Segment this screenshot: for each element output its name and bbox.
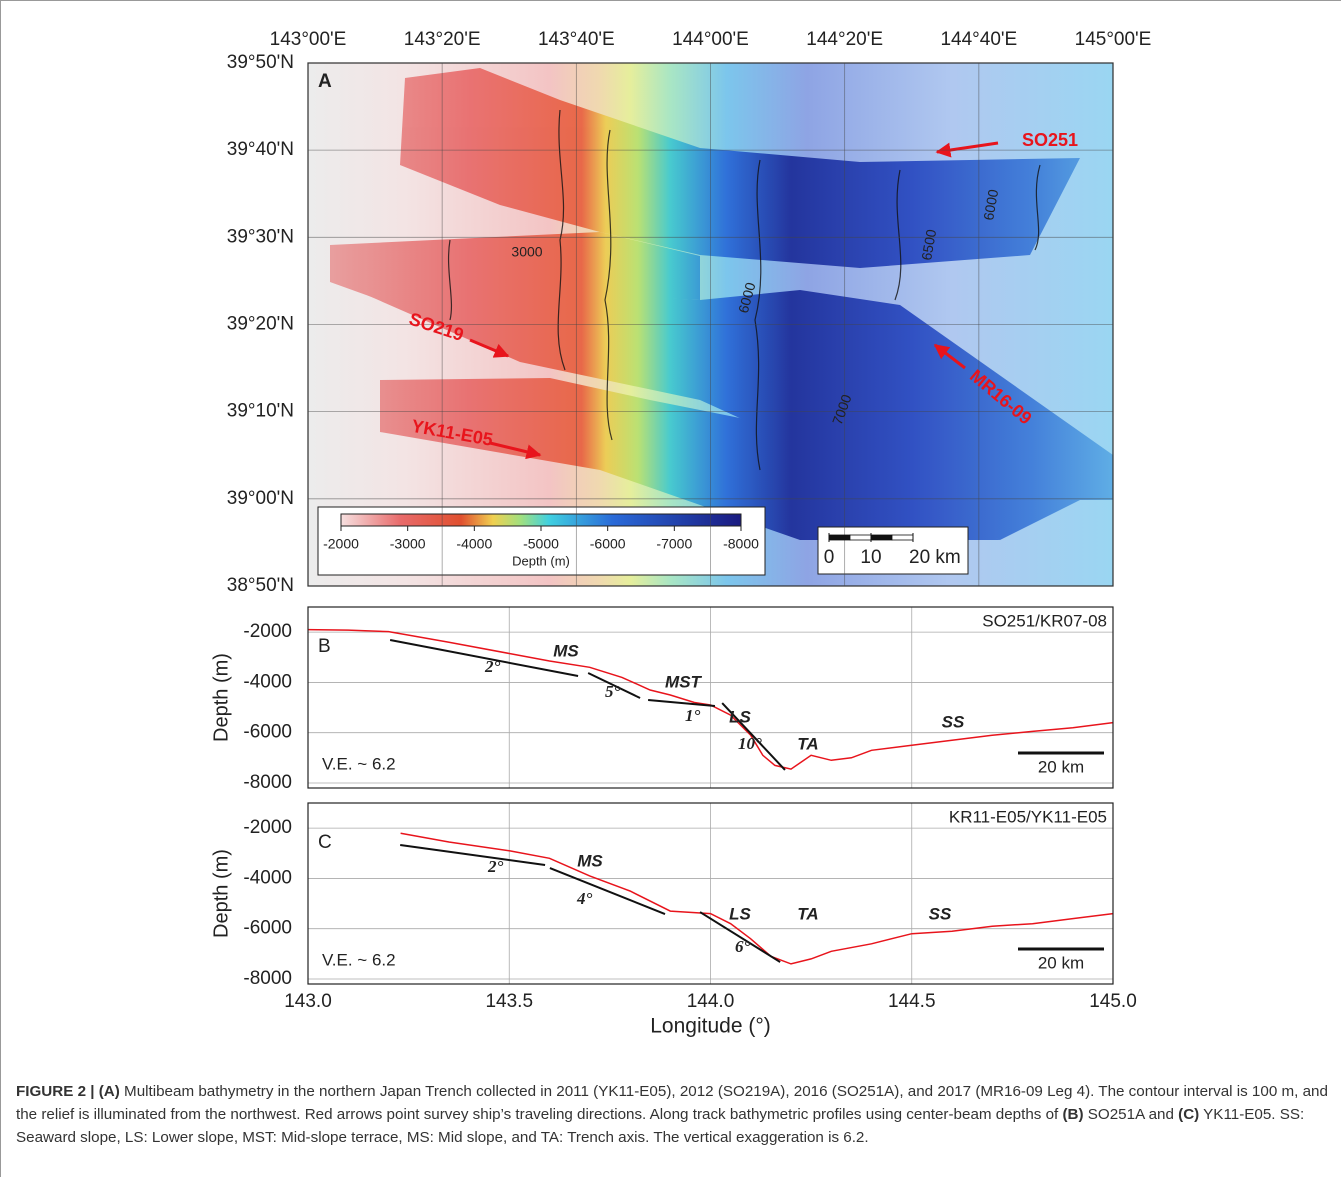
panel-label: B — [318, 636, 331, 657]
slope-label: 10° — [738, 734, 762, 753]
feature-label: LS — [729, 904, 751, 923]
x-tick-label: 143.0 — [284, 991, 332, 1012]
y-tick-label: 39°50'N — [227, 52, 294, 73]
page: 143°00'E 143°20'E 143°40'E 144°00'E 144°20'E… — [0, 0, 1342, 1178]
panel-label: C — [318, 832, 332, 853]
y-tick-label: 39°30'N — [227, 226, 294, 247]
x-tick-label: 144°40'E — [940, 29, 1017, 50]
ship-label: SO251 — [1022, 130, 1078, 150]
colorbar-label: Depth (m) — [512, 553, 570, 568]
contour-label: 3000 — [511, 244, 542, 260]
y-tick-label: 39°20'N — [227, 314, 294, 335]
feature-label: MS — [577, 851, 603, 870]
track-label: SO251/KR07-08 — [982, 611, 1107, 630]
feature-label: MST — [665, 672, 703, 691]
x-tick-label: 144°20'E — [806, 29, 883, 50]
x-tick-label: 144.5 — [888, 991, 936, 1012]
scale-bar-segment — [850, 535, 871, 540]
scale-bar-label: 10 — [860, 547, 881, 568]
colorbar-tick-label: -5000 — [523, 536, 559, 552]
x-tick-label: 144°00'E — [672, 29, 749, 50]
colorbar-tick-label: -4000 — [456, 536, 492, 552]
y-tick-label: -8000 — [243, 772, 292, 793]
y-tick-label: -8000 — [243, 968, 292, 989]
y-axis-label: Depth (m) — [210, 653, 232, 742]
x-tick-label: 145°00'E — [1075, 29, 1152, 50]
scale-bar-label: 20 km — [909, 547, 961, 568]
feature-label: SS — [942, 712, 965, 731]
colorbar-tick-label: -8000 — [723, 536, 759, 552]
profile-scale-label: 20 km — [1038, 757, 1084, 776]
caption-text: (C) — [1178, 1106, 1199, 1123]
colorbar-tick-label: -2000 — [323, 536, 359, 552]
caption-text: (B) — [1062, 1106, 1083, 1123]
scale-bar-label: 0 — [824, 547, 835, 568]
feature-label: MS — [553, 641, 579, 660]
y-tick-label: -6000 — [243, 722, 292, 743]
x-tick-label: 143°40'E — [538, 29, 615, 50]
y-tick-label: 39°00'N — [227, 488, 294, 509]
slope-label: 1° — [685, 706, 701, 725]
y-tick-label: 39°10'N — [227, 401, 294, 422]
x-tick-label: 143°20'E — [404, 29, 481, 50]
slope-label: 4° — [576, 889, 593, 908]
caption-text: SO251A and — [1084, 1106, 1179, 1123]
slope-label: 6° — [735, 937, 751, 956]
profile-scale-label: 20 km — [1038, 953, 1084, 972]
caption-text: FIGURE 2 | (A) — [16, 1083, 120, 1100]
track-label: KR11-E05/YK11-E05 — [949, 807, 1107, 826]
y-tick-label: -6000 — [243, 918, 292, 939]
x-tick-label: 145.0 — [1089, 991, 1137, 1012]
colorbar-tick-label: -7000 — [656, 536, 692, 552]
slope-label: 5° — [605, 682, 621, 701]
scale-bar-segment — [871, 535, 892, 540]
caption: FIGURE 2 | (A) Multibeam bathymetry in t… — [16, 1080, 1328, 1149]
figure: 143°00'E 143°20'E 143°40'E 144°00'E 144°20'E… — [0, 0, 1342, 1070]
feature-label: LS — [729, 707, 751, 726]
x-tick-label: 144.0 — [687, 991, 735, 1012]
feature-label: TA — [797, 734, 818, 753]
x-tick-label: 143.5 — [485, 991, 533, 1012]
feature-label: SS — [929, 904, 952, 923]
y-axis-label: Depth (m) — [210, 849, 232, 938]
scale-bar-segment — [892, 535, 913, 540]
colorbar-tick-label: -3000 — [390, 536, 426, 552]
slope-label: 2° — [487, 857, 504, 876]
y-tick-label: -2000 — [243, 817, 292, 838]
colorbar — [341, 514, 741, 526]
y-tick-label: 39°40'N — [227, 139, 294, 160]
y-tick-label: -2000 — [243, 621, 292, 642]
y-tick-label: 38°50'N — [227, 575, 294, 596]
panel-label: A — [318, 71, 332, 92]
y-tick-label: -4000 — [243, 671, 292, 692]
feature-label: TA — [797, 904, 818, 923]
y-tick-label: -4000 — [243, 867, 292, 888]
slope-label: 2° — [484, 657, 501, 676]
ve-label: V.E. ~ 6.2 — [322, 950, 396, 969]
ve-label: V.E. ~ 6.2 — [322, 754, 396, 773]
x-axis-label: Longitude (°) — [650, 1015, 770, 1038]
colorbar-tick-label: -6000 — [590, 536, 626, 552]
x-tick-label: 143°00'E — [270, 29, 347, 50]
scale-bar-segment — [829, 535, 850, 540]
